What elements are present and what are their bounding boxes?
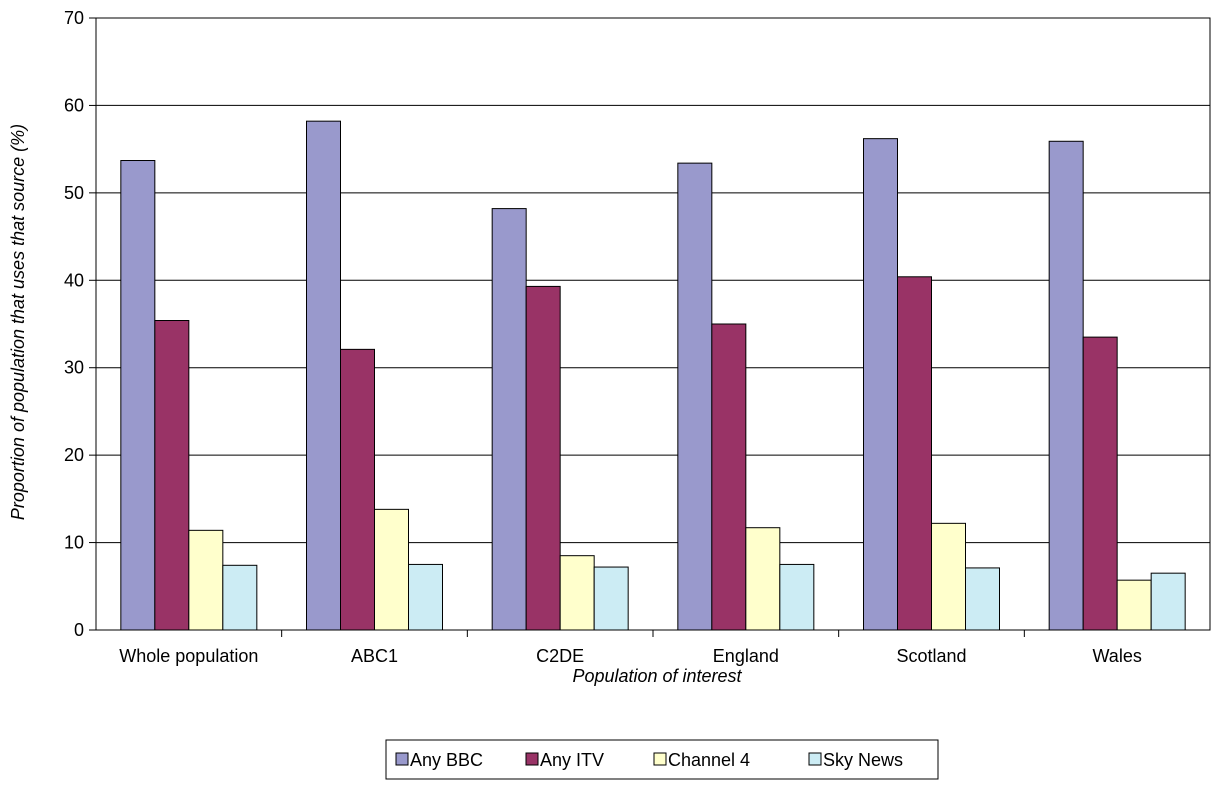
bar-any-itv-c2de (525, 285, 561, 631)
bar-channel-4-scotland (931, 522, 966, 631)
plot-area-border (95, 17, 1211, 631)
gridlines (96, 104, 1210, 544)
bar-sky-news-england (779, 563, 815, 631)
legend-label: Any ITV (540, 750, 604, 770)
y-tick-label: 50 (64, 183, 84, 203)
bar-channel-4-england (745, 527, 781, 631)
bar-sky-news-whole-population (222, 564, 258, 631)
legend-label: Channel 4 (668, 750, 750, 770)
bar-any-itv-abc1 (340, 348, 375, 631)
x-axis-title: Population of interest (572, 666, 742, 686)
y-tick-label: 60 (64, 95, 84, 115)
bar-channel-4-wales (1116, 579, 1152, 631)
y-axis-title: Proportion of population that uses that … (8, 124, 28, 520)
legend-swatch-channel-4 (653, 752, 667, 766)
y-tick-label: 40 (64, 270, 84, 290)
bar-any-bbc-wales (1048, 140, 1084, 631)
bar-any-bbc-scotland (863, 138, 898, 631)
x-tick-label: ABC1 (351, 646, 398, 666)
y-tick-label: 20 (64, 445, 84, 465)
bar-channel-4-abc1 (374, 508, 409, 631)
x-tick-label: Scotland (896, 646, 966, 666)
y-tick-label: 30 (64, 358, 84, 378)
bar-any-itv-wales (1082, 336, 1118, 631)
y-tick-label: 0 (74, 620, 84, 640)
bar-any-itv-whole-population (154, 320, 190, 631)
x-tick-label: C2DE (536, 646, 584, 666)
bar-channel-4-c2de (559, 555, 595, 631)
y-tick-label: 10 (64, 533, 84, 553)
bar-any-bbc-c2de (491, 208, 527, 631)
x-tick-label: England (713, 646, 779, 666)
legend-swatch-any-bbc (395, 752, 409, 766)
bar-sky-news-wales (1150, 572, 1186, 631)
bar-any-itv-scotland (897, 276, 932, 631)
bar-sky-news-abc1 (408, 563, 443, 631)
bar-any-bbc-abc1 (306, 120, 341, 631)
bar-sky-news-scotland (965, 567, 1000, 631)
axes: 0 10 20 30 40 50 60 70 Whole population ABC1 C2DE E… (64, 8, 1142, 666)
bar-sky-news-c2de (593, 566, 629, 631)
y-tick-label: 70 (64, 8, 84, 28)
legend-label: Sky News (823, 750, 903, 770)
bar-channel-4-whole-population (188, 529, 224, 631)
bars (120, 120, 1186, 631)
x-tick-label: Wales (1092, 646, 1141, 666)
legend-label: Any BBC (410, 750, 483, 770)
bar-any-itv-england (711, 323, 747, 631)
legend: Any BBC Any ITV Channel 4 Sky News (385, 739, 939, 780)
bar-any-bbc-whole-population (120, 160, 156, 631)
bar-any-bbc-england (677, 162, 713, 631)
legend-swatch-any-itv (525, 752, 539, 766)
legend-swatch-sky-news (808, 752, 822, 766)
x-tick-label: Whole population (119, 646, 258, 666)
